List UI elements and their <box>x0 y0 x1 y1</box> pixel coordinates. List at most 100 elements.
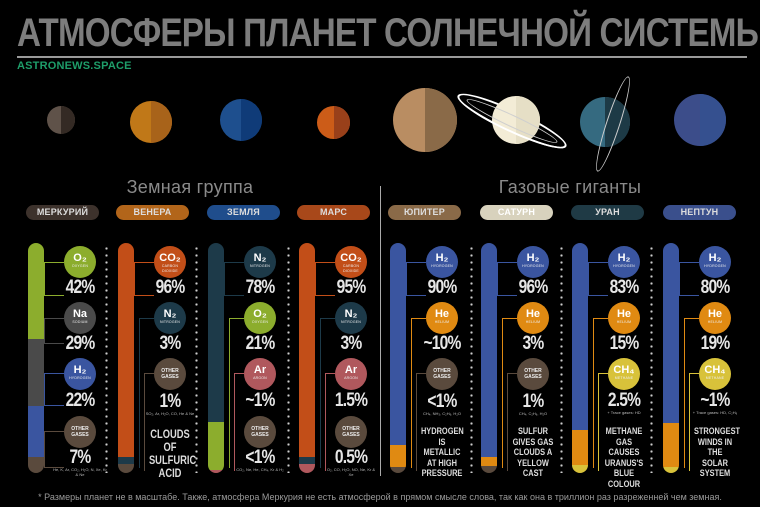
gas-percentage: 0.5% <box>334 447 368 468</box>
site-link[interactable]: ASTRONEWS.SPACE <box>17 60 132 72</box>
pill-mars[interactable]: МАРС <box>297 205 370 220</box>
bar-segment-hydrogen <box>28 406 44 457</box>
gas-percentage: 96% <box>155 277 186 298</box>
gas-badge-nitrogen: N₂ NITROGEN <box>244 246 276 278</box>
gas-percentage: 1% <box>159 391 182 412</box>
gas-composition-note: + Trace gases: HD <box>607 410 641 415</box>
mars-disc <box>317 106 350 139</box>
gas-percentage: 95% <box>336 277 367 298</box>
gas-composition-note: CH₄, NH₃, C₂H₆, H₂O <box>423 411 461 416</box>
connector-line <box>144 373 154 471</box>
gas-badge-hydrogen: H₂ HYDROGEN <box>64 358 96 390</box>
dotted-separator <box>287 245 290 473</box>
gas-badge-helium: He HELIUM <box>517 302 549 334</box>
gas-badge-other: OTHER GASES <box>244 416 276 448</box>
bar-segment-hydrogen <box>572 243 588 430</box>
mercury-composition-bar <box>28 243 44 473</box>
connector-line <box>588 262 608 296</box>
pill-jupiter[interactable]: ЮПИТЕР <box>388 205 461 220</box>
gas-badge-other: OTHER GASES <box>154 358 186 390</box>
connector-line <box>44 373 64 406</box>
gas-badge-hydrogen: H₂ HYDROGEN <box>426 246 458 278</box>
gas-badge-co2: CO₂ CARBON DIOXIDE <box>154 246 186 278</box>
dotted-separator <box>650 245 653 473</box>
gas-percentage: 1% <box>522 391 545 412</box>
gas-composition-note: CH₄, C₂H₆, H₂O <box>518 411 548 416</box>
bar-segment-nitrogen <box>208 243 224 422</box>
dotted-separator <box>560 245 563 473</box>
gas-badge-methane: CH₄ METHANE <box>608 358 640 390</box>
bar-segment-nitrogen <box>118 457 134 464</box>
connector-line <box>44 431 64 468</box>
planet-fact: CLOUDS OF SULFURIC ACID <box>148 427 197 480</box>
gas-badge-methane: CH₄ METHANE <box>699 358 731 390</box>
earth-disc <box>220 99 262 141</box>
group-title-giants: Газовые гиганты <box>498 177 642 197</box>
gas-percentage: 78% <box>245 277 276 298</box>
gas-percentage: 22% <box>65 390 96 411</box>
gas-percentage: 80% <box>700 277 731 298</box>
gas-percentage: 19% <box>700 333 731 354</box>
gas-badge-other: OTHER GASES <box>426 358 458 390</box>
gas-percentage: 3% <box>159 333 182 354</box>
gas-badge-co2: CO₂ CARBON DIOXIDE <box>335 246 367 278</box>
gas-percentage: 90% <box>427 277 458 298</box>
gas-percentage: 83% <box>609 277 640 298</box>
bar-segment-other <box>118 464 134 473</box>
pill-uranus[interactable]: УРАН <box>571 205 644 220</box>
pill-saturn[interactable]: САТУРН <box>480 205 553 220</box>
gas-percentage: 3% <box>340 333 363 354</box>
pill-neptune[interactable]: НЕПТУН <box>663 205 736 220</box>
connector-line <box>234 373 244 471</box>
connector-line <box>406 262 426 296</box>
bar-segment-helium <box>572 430 588 465</box>
connector-line <box>593 318 608 468</box>
planet-fact: STRONGEST WINDS IN THE SOLAR SYSTEM <box>693 426 741 479</box>
gas-badge-helium: He HELIUM <box>426 302 458 334</box>
bar-segment-other <box>390 467 406 473</box>
gas-badge-other: OTHER GASES <box>64 416 96 448</box>
connector-line <box>320 318 335 468</box>
gas-composition-note: He, K, Ar, CO₂, H₂O, N, Xe, Kr & Ne <box>53 467 107 477</box>
saturn-disc <box>492 96 540 144</box>
bar-segment-sodium <box>28 339 44 406</box>
gas-badge-other: OTHER GASES <box>517 358 549 390</box>
connector-line <box>507 373 517 471</box>
gas-composition-note: SO₂, Ar, H₂O, CO, He & Ne <box>145 411 195 416</box>
bar-segment-hydrogen <box>390 243 406 445</box>
gas-badge-nitrogen: N₂ NITROGEN <box>335 302 367 334</box>
connector-line <box>411 318 426 468</box>
dotted-separator <box>105 245 108 473</box>
connector-line <box>134 262 154 296</box>
bar-segment-helium <box>390 445 406 467</box>
pill-venus[interactable]: ВЕНЕРА <box>116 205 189 220</box>
gas-percentage: 42% <box>65 277 96 298</box>
gas-percentage: ~10% <box>423 333 461 354</box>
uranus-composition-bar <box>572 243 588 473</box>
venus-composition-bar <box>118 243 134 473</box>
gas-badge-oxygen: O₂ OXYGEN <box>64 246 96 278</box>
gas-composition-note: + Trace gases: HD, C₂H₆ <box>692 410 738 415</box>
neptune-composition-bar <box>663 243 679 473</box>
connector-line <box>325 373 335 471</box>
bar-segment-argon <box>208 470 224 473</box>
pill-mercury[interactable]: МЕРКУРИЙ <box>26 205 99 220</box>
bar-segment-other <box>28 457 44 473</box>
dotted-separator <box>195 245 198 473</box>
gas-badge-helium: He HELIUM <box>608 302 640 334</box>
earth-composition-bar <box>208 243 224 473</box>
connector-line <box>224 262 244 296</box>
group-divider <box>380 186 381 476</box>
saturn-composition-bar <box>481 243 497 473</box>
bar-segment-oxygen <box>208 422 224 470</box>
dotted-separator <box>470 245 473 473</box>
bar-segment-argon <box>299 464 315 473</box>
pill-earth[interactable]: ЗЕМЛЯ <box>207 205 280 220</box>
bar-segment-helium <box>663 423 679 467</box>
page-title: АТМОСФЕРЫ ПЛАНЕТ СОЛНЕЧНОЙ СИСТЕМЫ <box>17 11 760 55</box>
gas-badge-argon: Ar ARGON <box>335 358 367 390</box>
bar-segment-helium <box>481 457 497 466</box>
bar-segment-methane <box>663 467 679 473</box>
gas-percentage: 3% <box>522 333 545 354</box>
gas-composition-note: O₂, CO, H₂O, NO, Ne, Kr & Xe <box>326 467 376 477</box>
